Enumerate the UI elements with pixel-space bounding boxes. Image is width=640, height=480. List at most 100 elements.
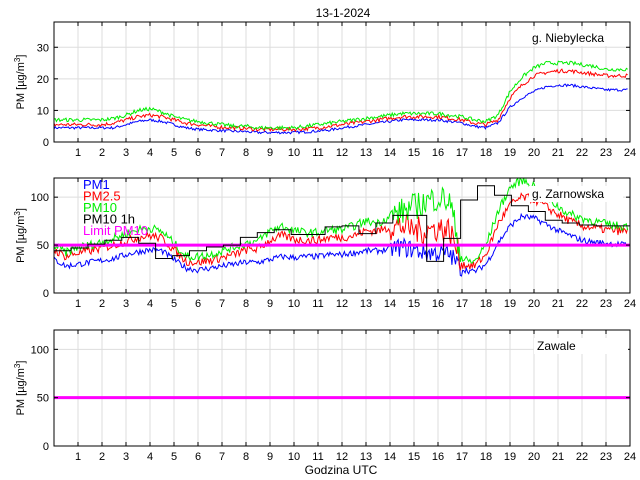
x-tick-label: 19 <box>504 451 516 463</box>
panel-zarnowska: 1 2 3 4 5 6 7 8 9 10 11 12 13 14 15 16 17 18 19 20 21 22 23 240… <box>13 177 636 310</box>
x-tick-label: 7 <box>219 147 225 159</box>
x-tick-label: 3 <box>123 298 129 310</box>
x-tick-label: 2 <box>99 298 105 310</box>
x-tick-label: 6 <box>195 298 201 310</box>
x-tick-label: 10 <box>288 147 300 159</box>
x-tick-label: 3 <box>123 451 129 463</box>
x-tick-label: 7 <box>219 298 225 310</box>
x-tick-label: 20 <box>528 147 540 159</box>
chart-title: 13-1-2024 <box>316 6 371 20</box>
x-tick-label: 8 <box>243 451 249 463</box>
x-tick-label: 8 <box>243 147 249 159</box>
station-label-bg <box>529 186 623 202</box>
x-tick-label: 4 <box>147 451 153 463</box>
x-tick-label: 21 <box>552 298 564 310</box>
x-tick-label: 12 <box>336 147 348 159</box>
x-tick-label: 9 <box>267 147 273 159</box>
y-tick-label: 0 <box>43 137 49 149</box>
station-label-bg <box>529 30 623 46</box>
x-tick-label: 14 <box>384 147 396 159</box>
x-tick-label: 14 <box>384 298 396 310</box>
legend-item-pm1: PM1 <box>83 177 110 192</box>
x-tick-label: 6 <box>195 451 201 463</box>
panel-niebylecka: 1 2 3 4 5 6 7 8 9 10 11 12 13 14 15 16 17 18 19 20 21 22 23 240… <box>13 21 636 159</box>
y-tick-label: 50 <box>37 240 49 252</box>
x-tick-label: 9 <box>267 298 273 310</box>
x-tick-label: 20 <box>528 298 540 310</box>
x-tick-label: 10 <box>288 298 300 310</box>
x-tick-label: 17 <box>456 147 468 159</box>
x-tick-label: 4 <box>147 147 153 159</box>
station-label: g. Niebyleckа <box>532 31 604 45</box>
y-tick-label: 20 <box>37 74 49 86</box>
y-tick-label: 100 <box>31 344 49 356</box>
x-tick-label: 18 <box>480 147 492 159</box>
legend-item-pm10-1h: PM10 1h <box>83 212 135 227</box>
x-tick-label: 13 <box>360 298 372 310</box>
series-line-pm10 <box>54 60 628 131</box>
x-tick-label: 24 <box>624 147 636 159</box>
y-tick-label: 30 <box>37 42 49 54</box>
x-tick-label: 2 <box>99 451 105 463</box>
y-tick-label: 10 <box>37 105 49 117</box>
y-axis-label: PM [µg/m3] <box>13 55 27 110</box>
x-tick-label: 16 <box>432 147 444 159</box>
x-tick-label: 15 <box>408 451 420 463</box>
station-label: g. Zarnowska <box>532 187 604 201</box>
legend-item-pm2-5: PM2.5 <box>83 189 121 204</box>
x-tick-label: 18 <box>480 451 492 463</box>
y-axis-label: PM [µg/m3] <box>13 208 27 263</box>
x-tick-label: 17 <box>456 451 468 463</box>
x-tick-label: 24 <box>624 451 636 463</box>
x-tick-label: 2 <box>99 147 105 159</box>
x-tick-label: 18 <box>480 298 492 310</box>
x-tick-label: 12 <box>336 451 348 463</box>
y-tick-label: 0 <box>43 441 49 453</box>
y-axis-label: PM [µg/m3] <box>13 361 27 416</box>
x-tick-label: 22 <box>576 147 588 159</box>
x-tick-label: 17 <box>456 298 468 310</box>
x-tick-label: 22 <box>576 451 588 463</box>
x-tick-label: 15 <box>408 298 420 310</box>
series-line-pm10-1h <box>54 185 630 262</box>
series-line-pm1 <box>54 83 628 135</box>
station-label-bg <box>534 338 628 354</box>
y-tick-label: 100 <box>31 192 49 204</box>
x-tick-label: 16 <box>432 451 444 463</box>
x-tick-label: 11 <box>312 147 323 159</box>
x-tick-label: 14 <box>384 451 396 463</box>
x-tick-label: 8 <box>243 298 249 310</box>
station-label: Zawale <box>537 339 576 353</box>
x-tick-label: 10 <box>288 451 300 463</box>
x-tick-label: 7 <box>219 451 225 463</box>
x-tick-label: 4 <box>147 298 153 310</box>
x-tick-label: 24 <box>624 298 636 310</box>
x-tick-label: 6 <box>195 147 201 159</box>
x-tick-label: 16 <box>432 298 444 310</box>
legend-item-pm10: PM10 <box>83 200 117 215</box>
series-line-pm1 <box>54 212 628 277</box>
x-tick-label: 13 <box>360 147 372 159</box>
x-tick-label: 11 <box>312 451 323 463</box>
y-tick-label: 50 <box>37 393 49 405</box>
x-tick-label: 23 <box>600 147 612 159</box>
x-tick-label: 23 <box>600 451 612 463</box>
x-tick-label: 5 <box>171 451 177 463</box>
x-tick-label: 15 <box>408 147 420 159</box>
x-tick-label: 1 <box>75 298 81 310</box>
x-tick-label: 22 <box>576 298 588 310</box>
x-tick-label: 11 <box>312 298 323 310</box>
x-tick-label: 1 <box>75 451 81 463</box>
x-tick-label: 12 <box>336 298 348 310</box>
x-tick-label: 23 <box>600 298 612 310</box>
x-tick-label: 9 <box>267 451 273 463</box>
x-axis-label: Godzina UTC <box>305 463 378 477</box>
x-tick-label: 3 <box>123 147 129 159</box>
x-tick-label: 21 <box>552 451 564 463</box>
x-tick-label: 19 <box>504 147 516 159</box>
x-tick-label: 5 <box>171 298 177 310</box>
series-line-pm2-5 <box>54 68 628 133</box>
x-tick-label: 20 <box>528 451 540 463</box>
